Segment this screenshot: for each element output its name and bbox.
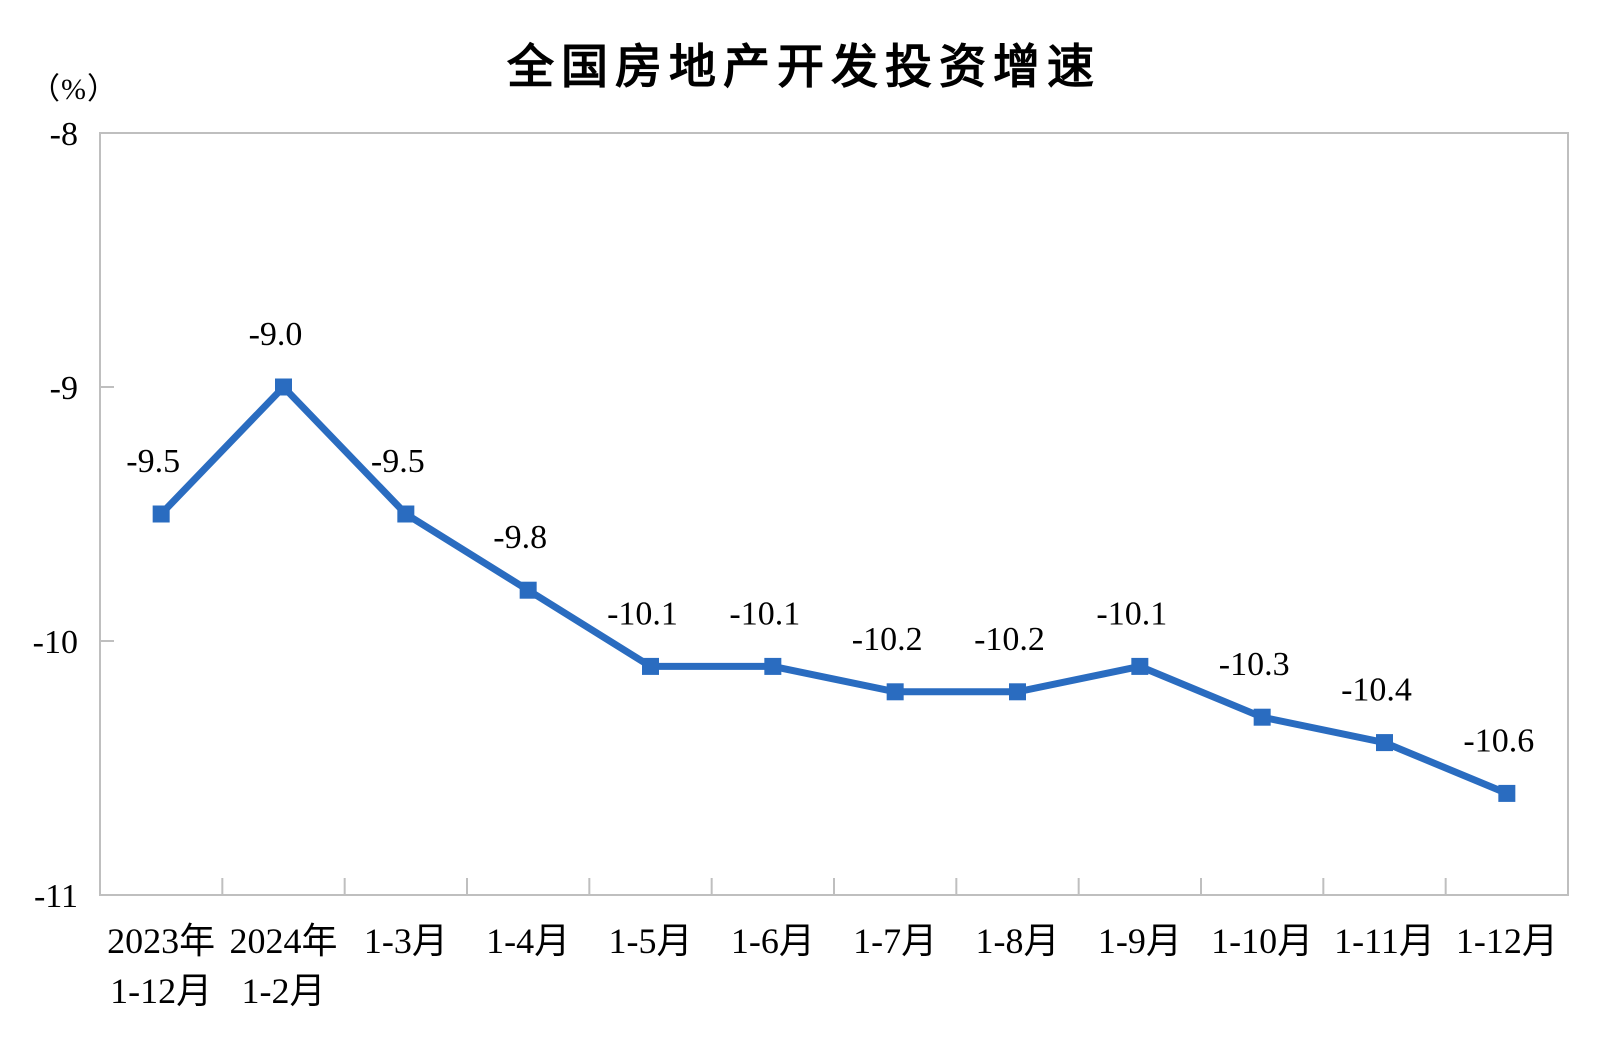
data-point-marker <box>1253 708 1271 726</box>
data-point-label: -9.8 <box>493 519 547 556</box>
x-axis-category-label: 1-11月 <box>1334 921 1435 961</box>
data-point-label: -10.1 <box>1096 595 1167 632</box>
data-point-label: -10.3 <box>1219 646 1290 683</box>
data-point-marker <box>275 378 292 396</box>
plot-area-border <box>99 132 1569 896</box>
data-point-marker <box>886 683 904 701</box>
data-point-label: -10.6 <box>1463 722 1534 759</box>
data-point-marker <box>1498 784 1516 802</box>
x-axis-category-label: 1-6月 <box>731 921 815 961</box>
data-series-line <box>158 381 1509 797</box>
x-axis-category-label: 1-10月 <box>1211 921 1313 961</box>
y-axis-tick-label: -10 <box>33 624 78 661</box>
data-point-marker <box>642 657 659 675</box>
x-axis-category-label: 1-3月 <box>364 921 448 961</box>
y-axis-tick-label: -9 <box>50 370 78 407</box>
y-axis-tick-label: -8 <box>50 116 78 153</box>
data-point-label: -10.2 <box>974 621 1045 658</box>
data-point-marker <box>1131 657 1149 675</box>
data-point-marker <box>152 505 170 523</box>
chart-title: 全国房地产开发投资增速 <box>507 40 1101 95</box>
data-point-label: -9.5 <box>126 443 180 480</box>
data-point-marker <box>397 505 415 523</box>
x-axis-category-label: 2024年 <box>229 921 337 961</box>
x-axis-category-label: 1-5月 <box>609 921 693 961</box>
data-point-label: -9.5 <box>371 443 425 480</box>
x-axis-category-label: 1-2月 <box>242 971 326 1011</box>
data-point-marker <box>1376 734 1393 752</box>
y-axis-unit-label: （%） <box>30 73 118 106</box>
data-point-marker <box>519 581 537 599</box>
x-axis-category-label: 1-12月 <box>1456 921 1558 961</box>
data-point-label: -10.1 <box>607 595 678 632</box>
data-point-label: -9.0 <box>249 316 303 353</box>
x-axis-category-label: 1-8月 <box>976 921 1060 961</box>
x-axis-category-label: 1-7月 <box>853 921 937 961</box>
data-point-marker <box>1009 683 1026 701</box>
data-point-marker <box>764 657 782 675</box>
y-axis-tick-label: -11 <box>34 878 78 915</box>
x-axis-category-label: 1-12月 <box>110 971 212 1011</box>
data-point-label: -10.1 <box>729 595 800 632</box>
x-axis-category-label: 1-9月 <box>1098 921 1182 961</box>
x-axis-category-label: 1-4月 <box>486 921 570 961</box>
data-point-label: -10.2 <box>852 621 923 658</box>
x-axis-category-label: 2023年 <box>107 921 215 961</box>
data-point-label: -10.4 <box>1341 672 1412 709</box>
